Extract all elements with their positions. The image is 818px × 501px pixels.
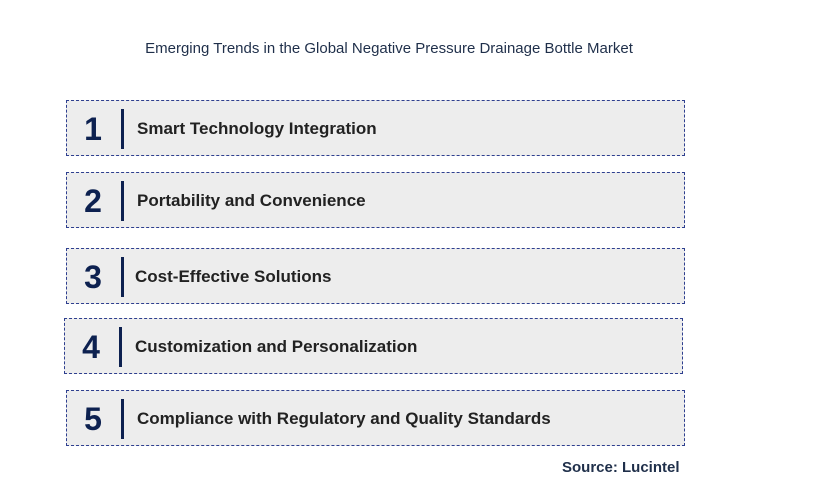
trend-divider xyxy=(121,109,124,149)
trend-number: 5 xyxy=(84,401,102,437)
trend-label: Customization and Personalization xyxy=(135,337,418,356)
trend-divider xyxy=(121,181,124,221)
source-caption: Source: Lucintel xyxy=(562,459,680,476)
trend-item-2: 2 Portability and Convenience xyxy=(66,172,685,228)
trend-label: Portability and Convenience xyxy=(137,191,366,210)
trend-number: 1 xyxy=(84,111,102,147)
trend-label: Compliance with Regulatory and Quality S… xyxy=(137,409,551,428)
trend-number: 4 xyxy=(82,329,100,365)
chart-title: Emerging Trends in the Global Negative P… xyxy=(145,40,633,57)
trend-divider xyxy=(121,257,124,297)
trend-number: 3 xyxy=(84,259,102,295)
trend-item-3: 3 Cost-Effective Solutions xyxy=(66,248,685,304)
trend-divider xyxy=(119,327,122,367)
trend-number: 2 xyxy=(84,183,102,219)
trend-label: Smart Technology Integration xyxy=(137,119,377,138)
trend-label: Cost-Effective Solutions xyxy=(135,267,332,286)
trend-item-1: 1 Smart Technology Integration xyxy=(66,100,685,156)
trend-item-4: 4 Customization and Personalization xyxy=(64,318,683,374)
trend-item-5: 5 Compliance with Regulatory and Quality… xyxy=(66,390,685,446)
trend-divider xyxy=(121,399,124,439)
